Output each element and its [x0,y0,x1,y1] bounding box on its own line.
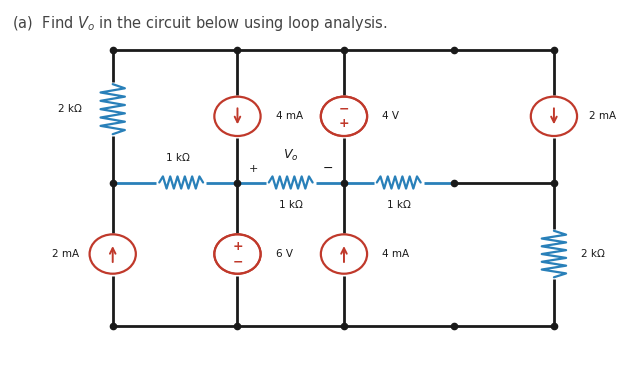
Text: 4 mA: 4 mA [383,249,409,259]
Text: 6 V: 6 V [276,249,293,259]
Text: 2 mA: 2 mA [589,111,617,121]
Ellipse shape [322,98,366,135]
Text: 4 mA: 4 mA [276,111,303,121]
Ellipse shape [215,235,260,273]
Text: 1 kΩ: 1 kΩ [387,200,410,210]
Text: 1 kΩ: 1 kΩ [166,153,190,163]
Text: 2 mA: 2 mA [52,249,79,259]
Text: −: − [232,255,243,268]
Text: −: − [338,102,349,115]
Text: $V_o$: $V_o$ [283,148,299,163]
Text: 2 kΩ: 2 kΩ [58,104,82,114]
Text: +: + [338,117,349,130]
Text: 4 V: 4 V [383,111,399,121]
Text: −: − [322,162,333,176]
Text: +: + [249,164,258,174]
Text: (a)  Find $V_o$ in the circuit below using loop analysis.: (a) Find $V_o$ in the circuit below usin… [12,14,388,33]
Text: 2 kΩ: 2 kΩ [581,249,605,259]
Text: +: + [232,240,243,253]
Text: 1 kΩ: 1 kΩ [279,200,302,210]
